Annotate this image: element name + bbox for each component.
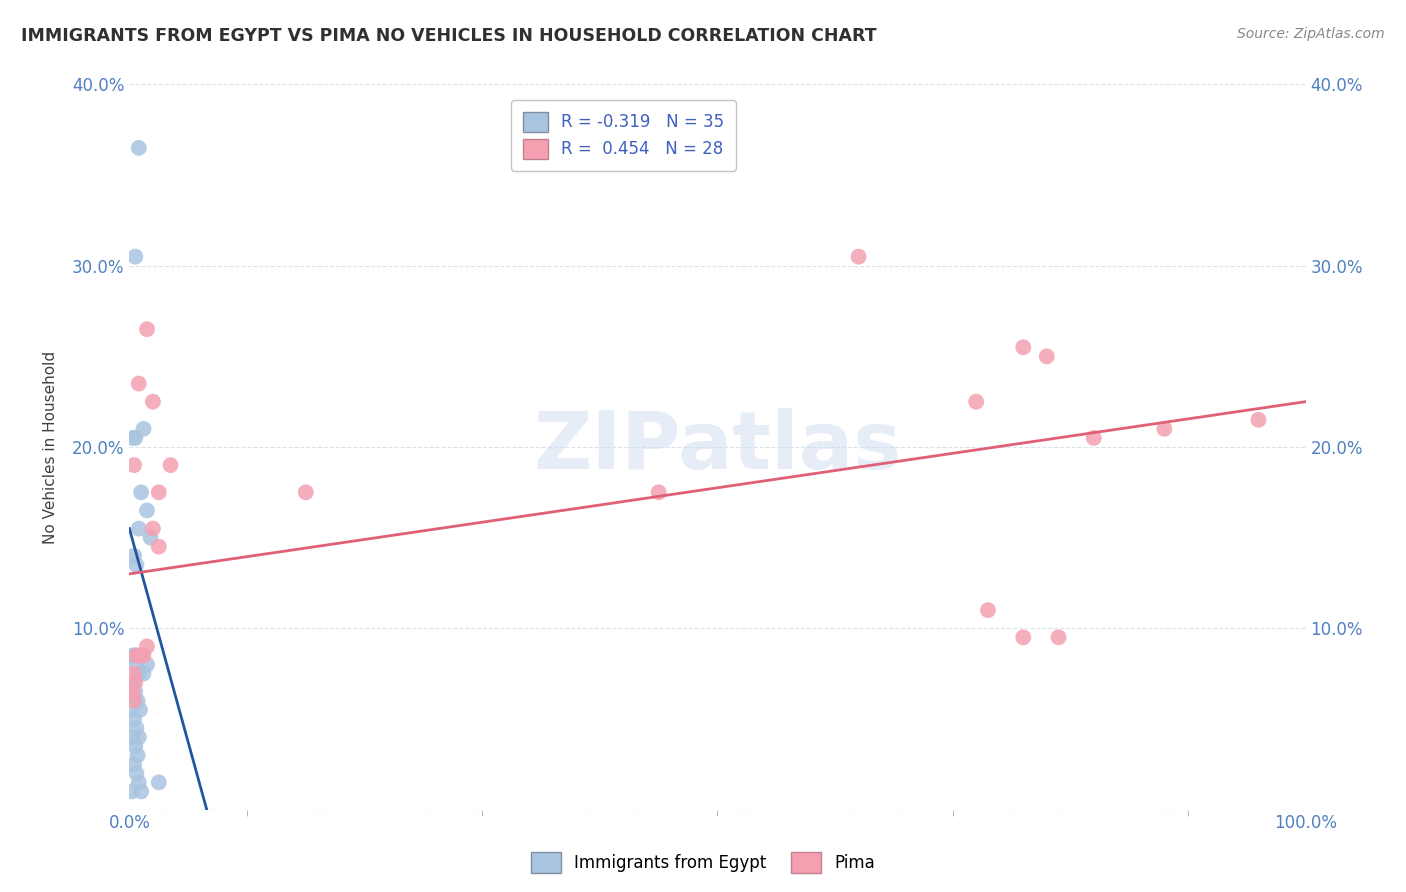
Point [124,684,146,698]
Point [121,703,143,717]
Text: IMMIGRANTS FROM EGYPT VS PIMA NO VEHICLES IN HOUSEHOLD CORRELATION CHART: IMMIGRANTS FROM EGYPT VS PIMA NO VEHICLE… [21,27,877,45]
Point [142,394,165,409]
Point [125,721,148,735]
Point [127,694,149,708]
Point [129,784,152,798]
Point [122,730,145,744]
Point [122,666,145,681]
Point [294,485,316,500]
Point [128,522,150,536]
Point [132,648,155,663]
Point [148,485,170,500]
Point [977,603,1000,617]
Point [1083,431,1105,445]
Point [136,640,159,654]
Point [128,730,150,744]
Point [136,322,159,336]
Point [129,485,152,500]
Point [1012,340,1035,354]
Point [125,648,148,663]
Point [122,549,145,563]
Point [122,675,145,690]
Point [124,431,146,445]
Text: Source: ZipAtlas.com: Source: ZipAtlas.com [1237,27,1385,41]
Point [132,666,155,681]
Y-axis label: No Vehicles in Household: No Vehicles in Household [44,351,58,543]
Point [124,250,146,264]
Point [136,503,159,517]
Point [122,458,145,472]
Point [142,522,165,536]
Point [848,250,870,264]
Point [1035,349,1057,363]
Legend: Immigrants from Egypt, Pima: Immigrants from Egypt, Pima [524,846,882,880]
Point [122,648,145,663]
Point [124,648,146,663]
Point [122,712,145,726]
Point [129,648,152,663]
Point [122,431,145,445]
Point [122,694,145,708]
Point [136,657,159,672]
Point [129,703,152,717]
Point [122,757,145,772]
Point [132,422,155,436]
Point [647,485,669,500]
Point [124,675,146,690]
Point [124,739,146,753]
Point [139,531,162,545]
Point [128,376,150,391]
Point [1153,422,1175,436]
Point [122,684,145,698]
Legend: R = -0.319   N = 35, R =  0.454   N = 28: R = -0.319 N = 35, R = 0.454 N = 28 [510,100,735,170]
Point [148,540,170,554]
Point [965,394,987,409]
Point [1247,413,1270,427]
Point [128,666,150,681]
Point [1012,630,1035,644]
Point [148,775,170,789]
Point [129,648,152,663]
Text: ZIPatlas: ZIPatlas [533,408,901,486]
Point [1047,630,1070,644]
Point [124,657,146,672]
Point [159,458,181,472]
Point [125,766,148,780]
Point [125,558,148,572]
Point [128,775,150,789]
Point [127,748,149,763]
Point [128,141,150,155]
Point [121,784,143,798]
